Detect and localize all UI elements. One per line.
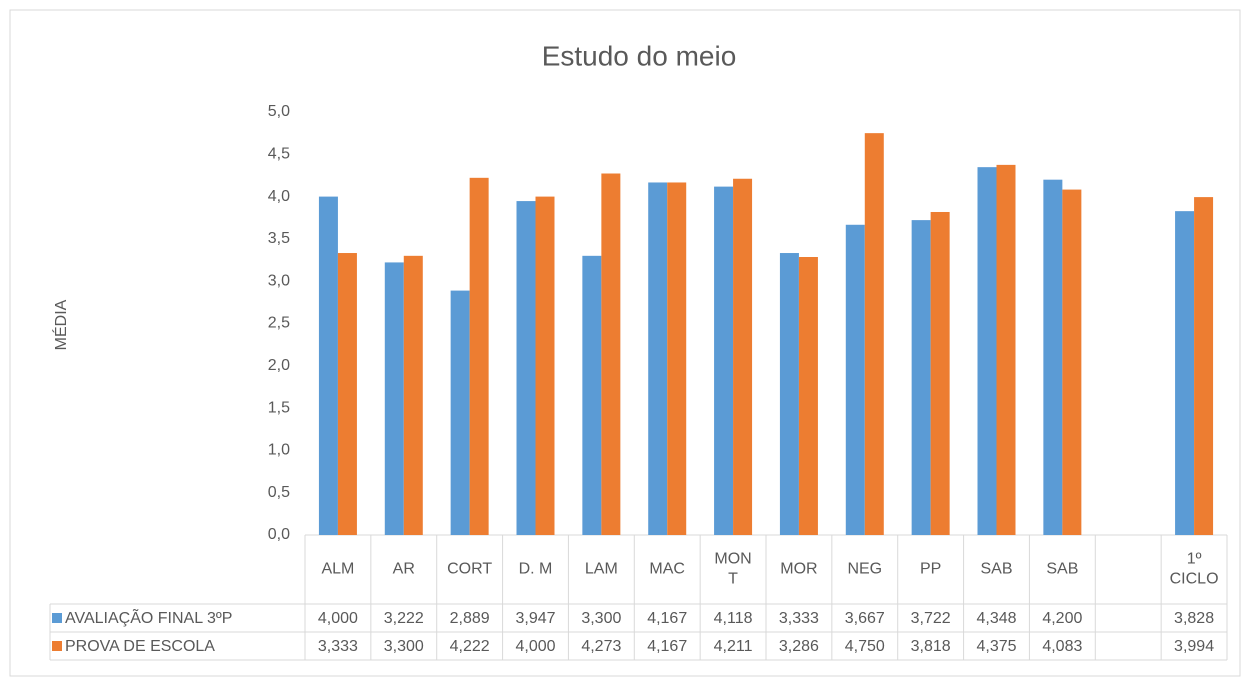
bar bbox=[1194, 197, 1214, 535]
bar bbox=[930, 211, 950, 535]
bar bbox=[469, 177, 489, 536]
y-tick-label: 4,0 bbox=[268, 188, 290, 205]
bar bbox=[996, 164, 1016, 535]
x-tick-label: ALM bbox=[321, 561, 354, 578]
bar bbox=[337, 253, 357, 535]
y-tick-label: 1,0 bbox=[268, 442, 290, 459]
x-tick-label: 1º CICLO bbox=[1170, 551, 1219, 588]
y-tick-label: 2,0 bbox=[268, 357, 290, 374]
bar bbox=[648, 182, 668, 535]
table-value: 3,222 bbox=[384, 610, 424, 627]
y-tick-label: 1,5 bbox=[268, 399, 290, 416]
table-value: 3,722 bbox=[911, 610, 951, 627]
bar bbox=[911, 220, 931, 535]
legend-label: PROVA DE ESCOLA bbox=[65, 638, 215, 655]
bar bbox=[733, 178, 753, 536]
bar bbox=[864, 133, 884, 535]
chart-title: Estudo do meio bbox=[542, 40, 737, 71]
table-value: 3,300 bbox=[581, 610, 621, 627]
table-value: 3,300 bbox=[384, 638, 424, 655]
table-value: 2,889 bbox=[450, 610, 490, 627]
bar bbox=[1062, 189, 1082, 536]
table-value: 3,333 bbox=[779, 610, 819, 627]
table-value: 4,083 bbox=[1042, 638, 1082, 655]
table-value: 4,167 bbox=[647, 610, 687, 627]
table-value: 3,667 bbox=[845, 610, 885, 627]
chart-border bbox=[9, 9, 1241, 677]
bar bbox=[535, 196, 555, 535]
legend-label: AVALIAÇÃO FINAL 3ºP bbox=[65, 607, 232, 627]
table-value: 4,348 bbox=[976, 610, 1016, 627]
x-tick-label: PP bbox=[920, 561, 941, 578]
x-tick-label: CORT bbox=[447, 561, 492, 578]
bar bbox=[845, 224, 865, 536]
table-value: 3,947 bbox=[515, 610, 555, 627]
bar bbox=[450, 290, 470, 535]
bar bbox=[384, 262, 404, 535]
x-tick-label: SAB bbox=[980, 561, 1012, 578]
legend-key bbox=[52, 641, 62, 651]
table-value: 4,375 bbox=[976, 638, 1016, 655]
x-tick-label: MAC bbox=[649, 561, 685, 578]
legend-key bbox=[52, 613, 62, 623]
y-axis-title: MÉDIA bbox=[51, 299, 70, 350]
bar bbox=[779, 253, 799, 535]
table-value: 3,994 bbox=[1174, 638, 1214, 655]
table-value: 3,333 bbox=[318, 638, 358, 655]
bar bbox=[601, 173, 621, 535]
table-value: 3,828 bbox=[1174, 610, 1214, 627]
table-value: 3,286 bbox=[779, 638, 819, 655]
x-tick-label: MON T bbox=[714, 551, 751, 588]
table-value: 4,273 bbox=[581, 638, 621, 655]
x-tick-label: LAM bbox=[585, 561, 618, 578]
y-tick-label: 0,0 bbox=[268, 526, 290, 543]
bar bbox=[798, 257, 818, 535]
x-tick-label: SAB bbox=[1046, 561, 1078, 578]
bar bbox=[1175, 211, 1195, 536]
table-value: 4,118 bbox=[714, 610, 753, 627]
bar bbox=[403, 255, 423, 535]
table-value: 4,000 bbox=[318, 610, 358, 627]
y-tick-label: 2,5 bbox=[268, 315, 290, 332]
bar bbox=[667, 182, 687, 535]
y-tick-label: 0,5 bbox=[268, 484, 290, 501]
table-value: 4,000 bbox=[515, 638, 555, 655]
table-value: 4,167 bbox=[647, 638, 687, 655]
table-value: 4,211 bbox=[714, 638, 753, 655]
table-value: 4,222 bbox=[450, 638, 490, 655]
x-tick-label: MOR bbox=[780, 561, 817, 578]
table-value: 3,818 bbox=[911, 638, 951, 655]
bar bbox=[1043, 179, 1063, 535]
table-value: 4,750 bbox=[845, 638, 885, 655]
x-tick-label: NEG bbox=[847, 561, 882, 578]
y-tick-label: 5,0 bbox=[268, 103, 290, 120]
x-tick-label: AR bbox=[393, 561, 415, 578]
y-tick-label: 4,5 bbox=[268, 146, 290, 163]
table-value: 4,200 bbox=[1042, 610, 1082, 627]
bar bbox=[318, 196, 338, 535]
x-tick-label: D. M bbox=[519, 561, 553, 578]
bar bbox=[582, 255, 602, 535]
bar bbox=[977, 167, 997, 536]
y-tick-label: 3,5 bbox=[268, 230, 290, 247]
bar bbox=[714, 186, 734, 536]
y-tick-label: 3,0 bbox=[268, 272, 290, 289]
bar bbox=[516, 201, 536, 535]
